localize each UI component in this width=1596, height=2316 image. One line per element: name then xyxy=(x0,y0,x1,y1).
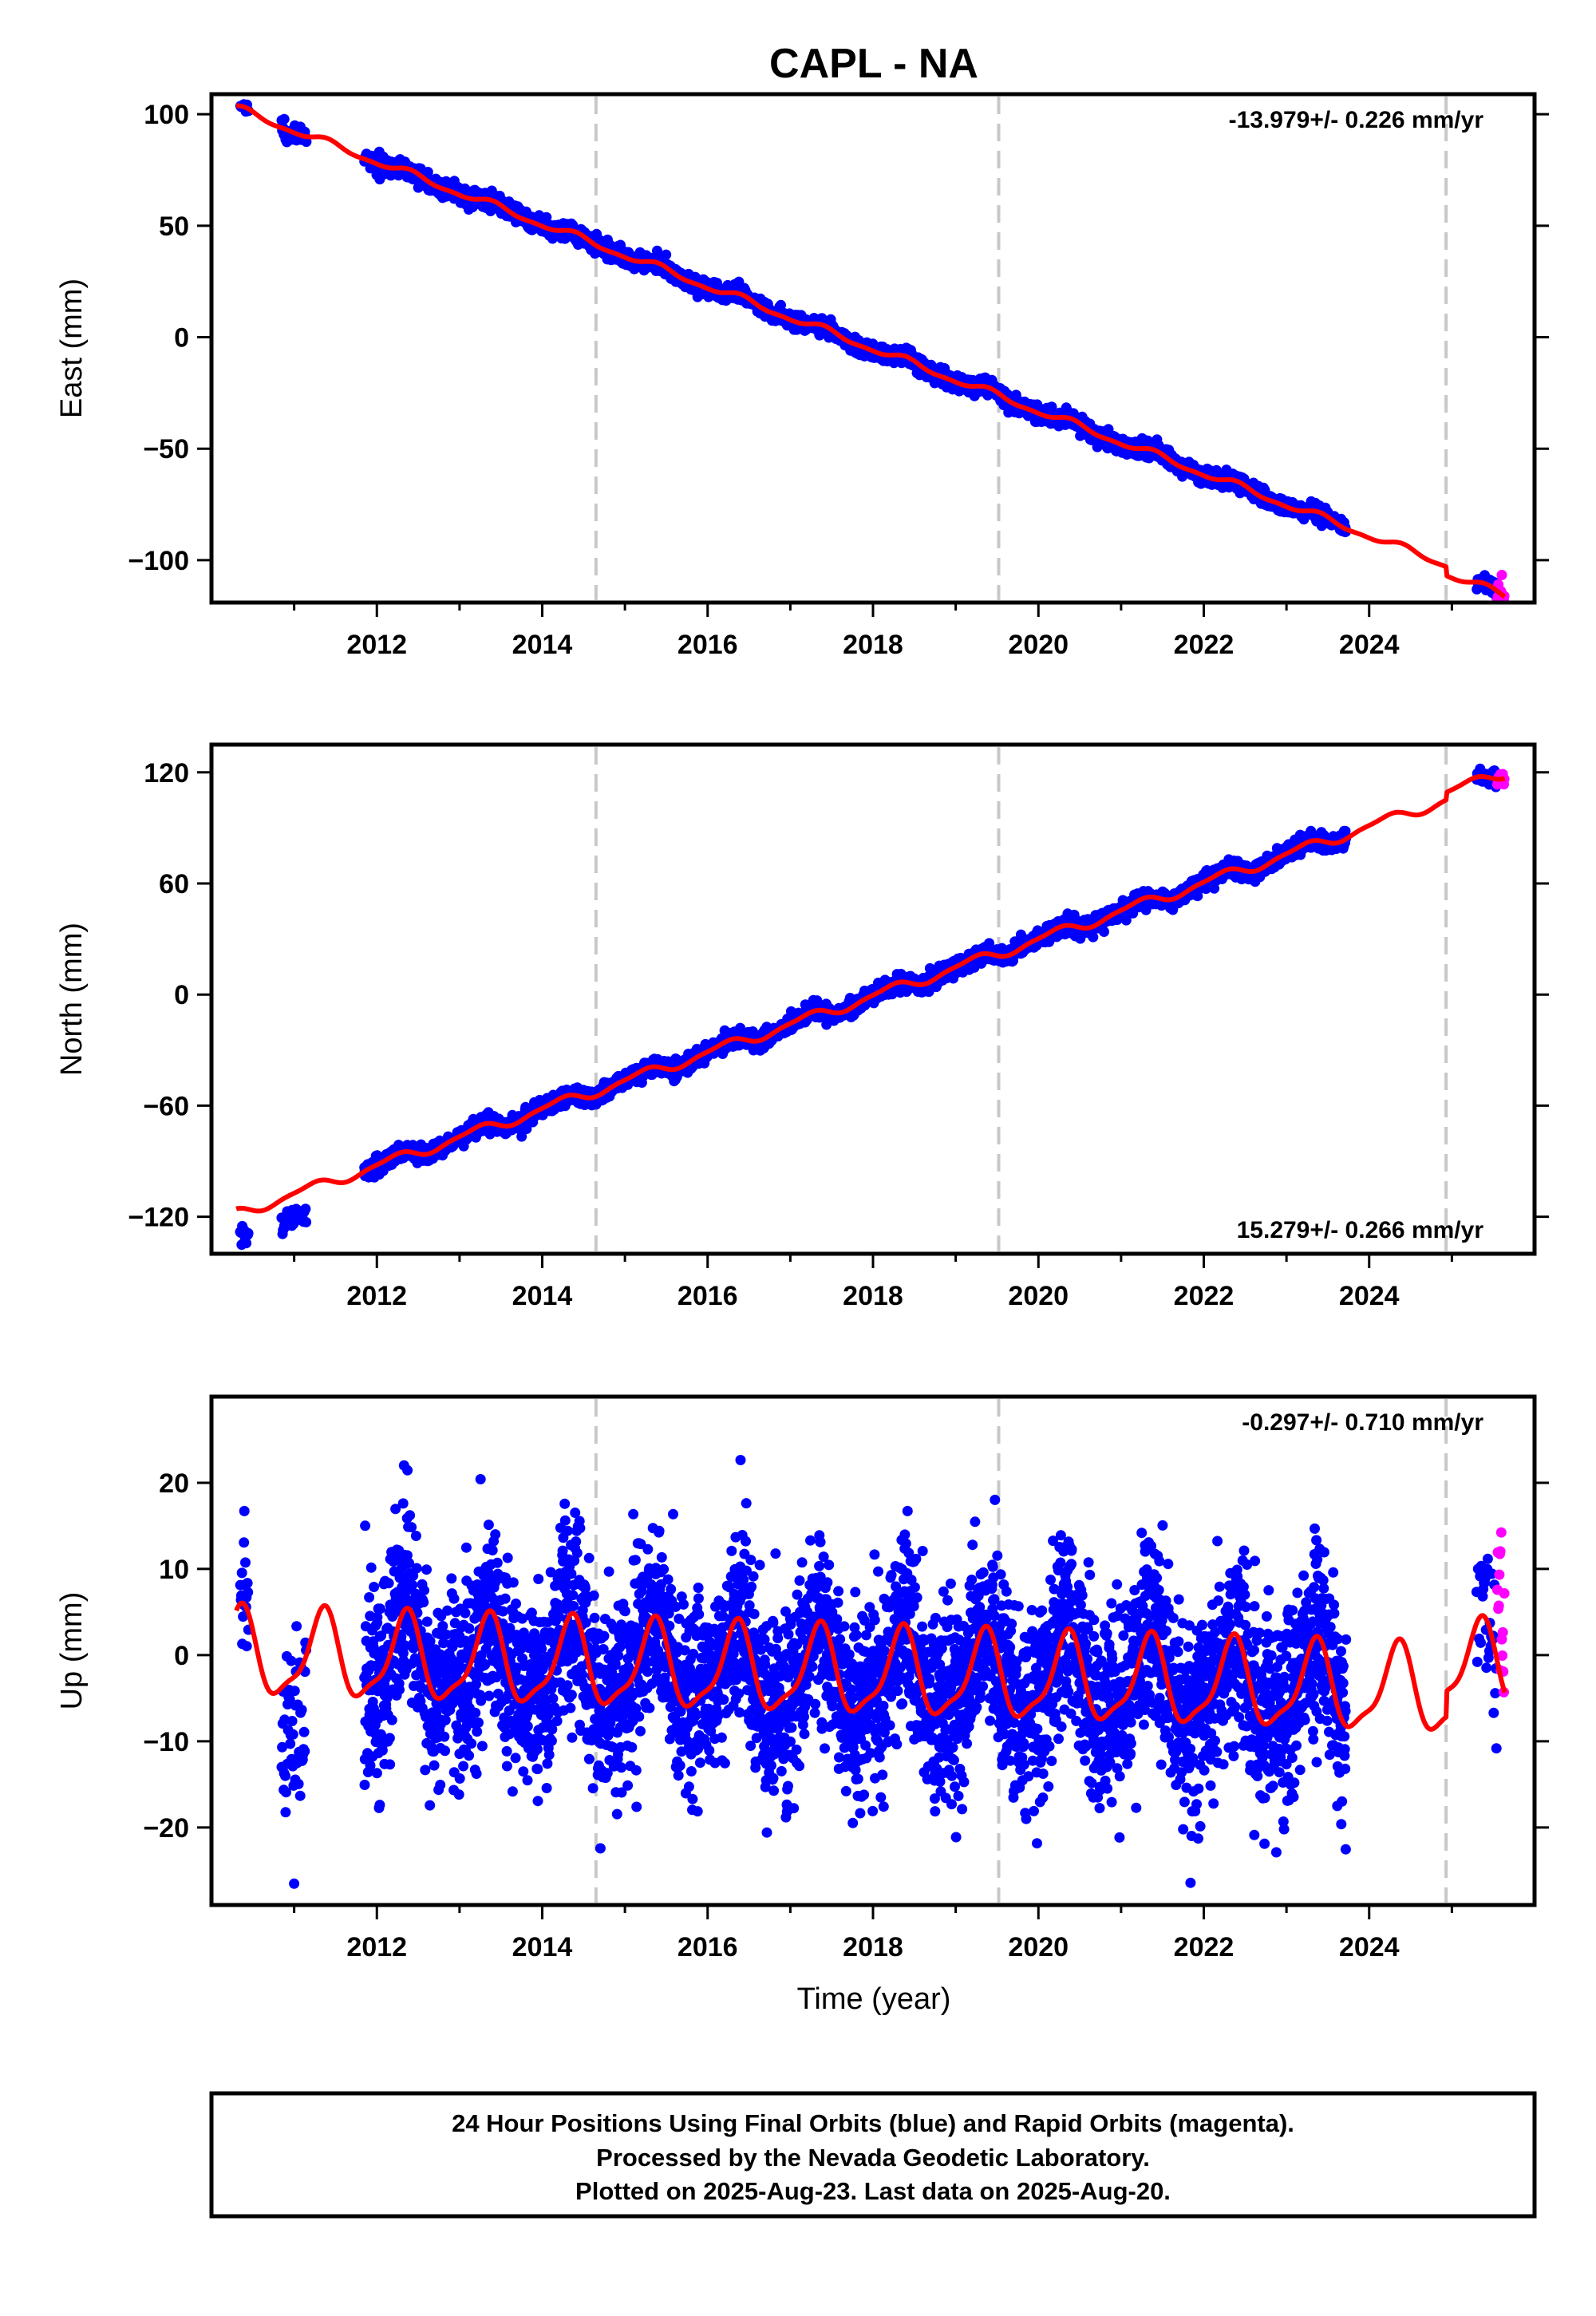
final-orbit-point xyxy=(776,299,786,310)
figure-title: CAPL - NA xyxy=(769,41,978,87)
x-tick-label: 2018 xyxy=(843,630,903,660)
east-panel: 2012 2014 2016 2018 2020 2022 2024 −100 −50 0 50 10… xyxy=(55,92,1549,660)
final-orbit-point xyxy=(301,1216,312,1227)
plot-area xyxy=(235,99,1510,603)
x-tick-label: 2022 xyxy=(1174,630,1235,660)
y-tick-label: 100 xyxy=(144,100,189,130)
x-tick-label: 2020 xyxy=(1008,630,1069,660)
final-orbit-point xyxy=(661,249,672,260)
rapid-orbit-point xyxy=(1496,570,1507,580)
x-tick-label: 2014 xyxy=(512,630,573,660)
x-tick-label: 2016 xyxy=(678,630,738,660)
final-orbit-point xyxy=(288,1219,299,1229)
final-orbit-point xyxy=(279,113,290,124)
x-tick-label: 2012 xyxy=(346,630,407,660)
plot-area xyxy=(235,763,1510,1251)
final-orbit-point xyxy=(243,1227,254,1239)
rate-label: -13.979+/- 0.226 mm/yr xyxy=(1229,107,1484,133)
model-fit-line xyxy=(235,103,1507,599)
y-tick-label: 50 xyxy=(159,211,189,242)
y-axis-label: East (mm) xyxy=(55,279,89,418)
y-tick-label: −100 xyxy=(128,546,189,576)
north-panel: 2012 2014 2016 2018 2020 2022 2024−120−6006012… xyxy=(55,742,1549,1311)
final-orbit-point xyxy=(300,1203,311,1215)
y-tick-label: 0 xyxy=(174,323,189,354)
final-orbit-point xyxy=(241,1238,252,1249)
y-tick-label: −50 xyxy=(143,434,189,464)
x-tick-label: 2024 xyxy=(1339,630,1400,660)
